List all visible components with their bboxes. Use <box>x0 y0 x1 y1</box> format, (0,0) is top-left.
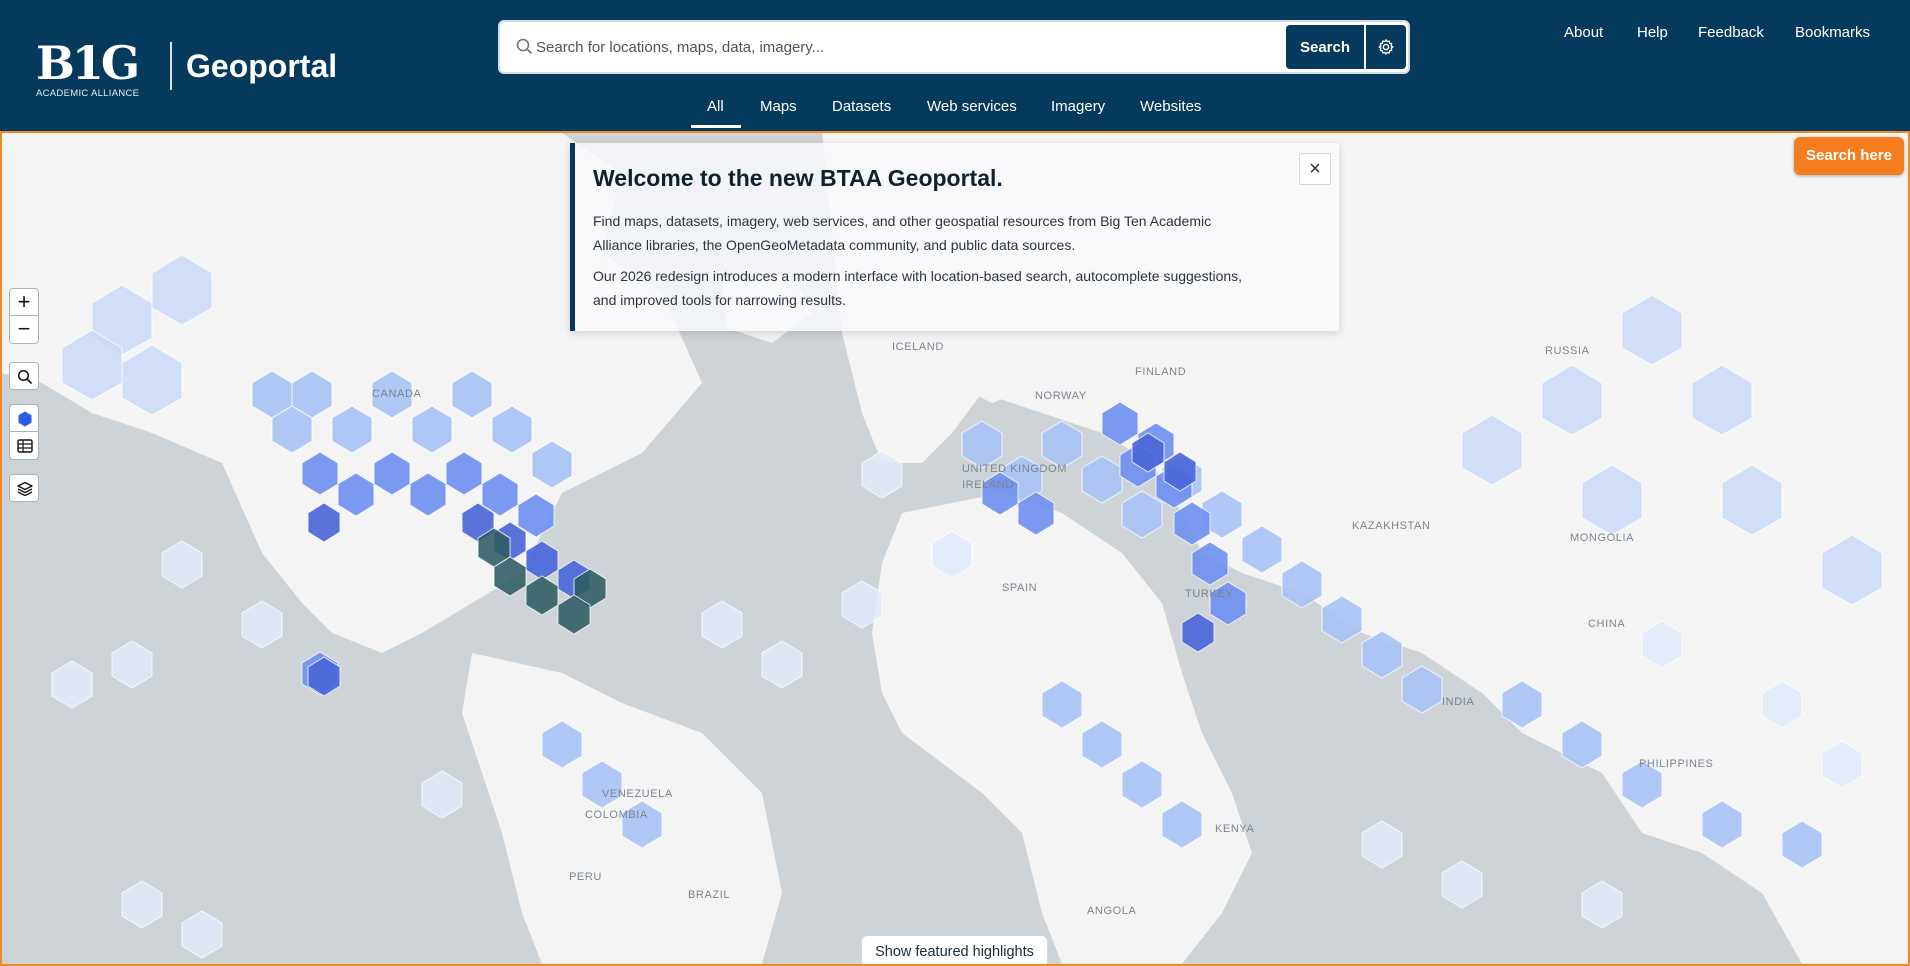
map-label-colombia: COLOMBIA <box>585 809 648 821</box>
active-tab-indicator <box>691 125 741 128</box>
welcome-title: Welcome to the new BTAA Geoportal. <box>593 165 1003 191</box>
logo-divider <box>170 42 172 90</box>
map-label-brazil: BRAZIL <box>688 889 731 901</box>
site-title[interactable]: Geoportal <box>186 48 338 84</box>
hexagon-icon <box>18 411 32 427</box>
search-settings-button[interactable] <box>1366 25 1406 69</box>
map-view[interactable]: CANADA ICELAND NORWAY FINLAND RUSSIA KAZ… <box>0 131 1910 966</box>
hexbin-toggle-button[interactable] <box>9 404 39 432</box>
nav-bookmarks-link[interactable]: Bookmarks <box>1795 24 1871 41</box>
layers-button[interactable] <box>9 474 39 502</box>
map-label-canada: CANADA <box>372 388 422 400</box>
map-label-united-kingdom: UNITED KINGDOM <box>962 463 1067 475</box>
tab-datasets[interactable]: Datasets <box>832 98 892 115</box>
zoom-in-button[interactable]: + <box>9 288 39 316</box>
map-label-kazakhstan: KAZAKHSTAN <box>1352 520 1431 532</box>
top-nav: About Help Feedback Bookmarks <box>1540 24 1910 48</box>
map-label-spain: SPAIN <box>1002 582 1038 594</box>
search-input[interactable] <box>536 30 1176 64</box>
hexbin-layer <box>51 254 1883 959</box>
nav-about-link[interactable]: About <box>1564 24 1604 41</box>
tab-maps[interactable]: Maps <box>760 98 797 115</box>
site-header: B1G ACADEMIC ALLIANCE Geoportal Search A… <box>0 0 1910 131</box>
search-icon <box>17 369 32 384</box>
search-here-button[interactable]: Search here <box>1794 137 1904 175</box>
tab-all[interactable]: All <box>707 98 724 115</box>
map-label-finland: FINLAND <box>1135 366 1187 378</box>
b1g-logo[interactable]: B1G ACADEMIC ALLIANCE <box>36 40 146 100</box>
logo-mark: B1G <box>36 36 140 90</box>
tab-web-services[interactable]: Web services <box>927 98 1017 115</box>
map-label-mongolia: MONGOLIA <box>1570 532 1635 544</box>
map-label-kenya: KENYA <box>1215 823 1255 835</box>
nav-help-link[interactable]: Help <box>1637 24 1668 41</box>
table-icon <box>17 439 33 453</box>
resource-tabs: All Maps Datasets Web services Imagery W… <box>690 96 1250 128</box>
welcome-paragraph-2: Our 2026 redesign introduces a modern in… <box>593 268 1243 308</box>
map-label-angola: ANGOLA <box>1087 905 1137 917</box>
map-label-venezuela: VENEZUELA <box>602 788 673 800</box>
search-button[interactable]: Search <box>1286 25 1364 69</box>
welcome-banner: Welcome to the new BTAA Geoportal. Find … <box>570 143 1339 331</box>
gear-icon <box>1378 39 1394 55</box>
map-label-china: CHINA <box>1588 618 1626 630</box>
logo-subtitle: ACADEMIC ALLIANCE <box>36 88 140 99</box>
map-label-ireland: IRELAND <box>962 479 1014 491</box>
search-icon <box>516 38 532 54</box>
map-label-turkey: TURKEY <box>1185 588 1234 600</box>
map-label-iceland: ICELAND <box>892 341 944 353</box>
map-label-philippines: PHILIPPINES <box>1639 758 1714 770</box>
map-label-india: INDIA <box>1442 696 1475 708</box>
basemap <box>2 133 1908 964</box>
show-featured-highlights-button[interactable]: Show featured highlights <box>861 935 1048 964</box>
layers-icon <box>17 481 33 497</box>
close-icon[interactable]: × <box>1299 153 1331 185</box>
nav-feedback-link[interactable]: Feedback <box>1698 24 1764 41</box>
tab-websites[interactable]: Websites <box>1140 98 1202 115</box>
search-bar: Search <box>498 20 1410 74</box>
map-search-button[interactable] <box>9 362 39 390</box>
map-label-peru: PERU <box>569 871 602 883</box>
map-label-russia: RUSSIA <box>1545 345 1590 357</box>
zoom-out-button[interactable]: − <box>9 316 39 344</box>
grid-toggle-button[interactable] <box>9 432 39 460</box>
map-label-norway: NORWAY <box>1035 390 1087 402</box>
tab-imagery[interactable]: Imagery <box>1051 98 1106 115</box>
welcome-paragraph-1: Find maps, datasets, imagery, web servic… <box>593 213 1212 253</box>
